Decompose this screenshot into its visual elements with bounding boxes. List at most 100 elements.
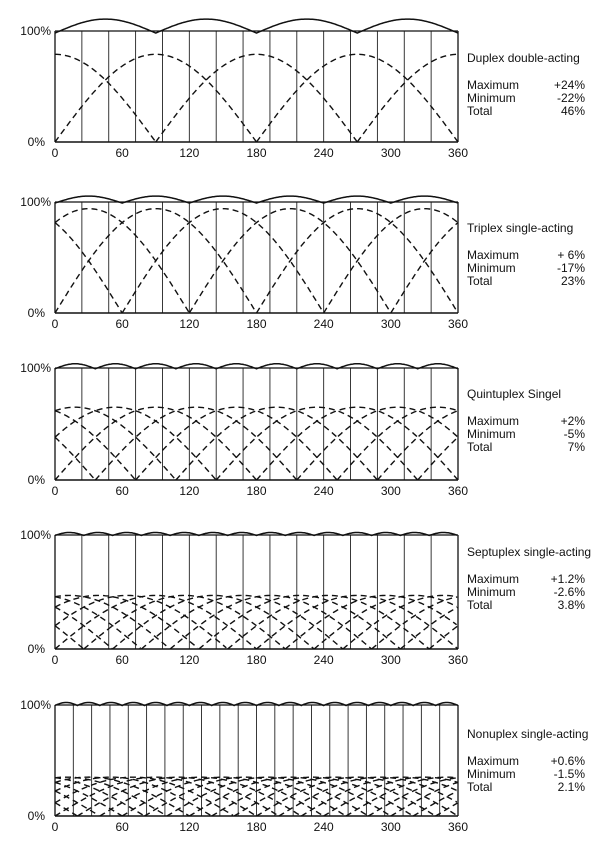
chart-title-block-1: Duplex double-acting Maximum +24% Minimum -2…: [467, 52, 597, 118]
x-tick-label: 60: [115, 146, 129, 160]
stat-label: Minimum: [467, 91, 516, 105]
x-tick-label: 180: [246, 146, 266, 160]
x-tick-label: 360: [448, 317, 468, 331]
stat-label: Maximum: [467, 754, 520, 768]
x-tick-label: 360: [448, 653, 468, 667]
cylinder-flow-8: [54, 776, 458, 817]
stat-row-total: Total 46%: [467, 105, 585, 118]
cylinder-flow-9: [54, 776, 458, 817]
x-tick-label: 300: [381, 317, 401, 331]
stat-row-total: Total 23%: [467, 275, 585, 288]
cylinder-flow-5: [54, 406, 459, 481]
stat-row-total: Total 2.1%: [467, 781, 585, 794]
stat-value: 7%: [567, 440, 585, 454]
stat-row-minimum: Minimum -2.6%: [467, 586, 585, 599]
y-tick-label: 100%: [20, 195, 51, 209]
cylinder-flow-1: [54, 776, 459, 817]
x-tick-label: 360: [448, 820, 468, 834]
x-tick-label: 120: [179, 820, 199, 834]
cylinder-flow-5: [54, 776, 458, 817]
stat-value: 3.8%: [557, 598, 585, 612]
chart-panel-1: 100% 0% 0 60 120 180 240 300 360: [20, 18, 468, 160]
x-tick-label: 0: [52, 653, 59, 667]
cylinder-flow-6: [54, 776, 458, 817]
chart-panel-3: 100% 0% 0 60 120 180 240 300 360: [20, 361, 468, 498]
x-tick-label: 180: [246, 820, 266, 834]
stat-row-minimum: Minimum -1.5%: [467, 768, 585, 781]
y-tick-label: 100%: [20, 528, 51, 542]
x-tick-label: 180: [246, 484, 266, 498]
x-tick-label: 240: [314, 653, 334, 667]
stat-value: + 6%: [557, 248, 585, 262]
y-tick-label: 100%: [20, 24, 51, 38]
stat-row-maximum: Maximum +24%: [467, 79, 585, 92]
cylinder-flow-1: [54, 53, 459, 143]
x-tick-label: 60: [115, 653, 129, 667]
cylinder-flow-2: [54, 776, 458, 817]
chart-title: Septuplex single-acting: [467, 545, 592, 559]
cylinder-flow-7: [54, 594, 458, 650]
stat-label: Maximum: [467, 248, 520, 262]
y-tick-label: 0%: [28, 306, 46, 320]
cylinder-flow-3: [54, 406, 459, 481]
stat-value: -22%: [556, 91, 585, 105]
x-tick-label: 0: [52, 317, 59, 331]
stat-label: Minimum: [467, 261, 516, 275]
x-tick-label: 60: [115, 484, 129, 498]
chart-title-block-5: Nonuplex single-acting Maximum +0.6% Minimu…: [467, 728, 597, 794]
x-tick-label: 180: [246, 653, 266, 667]
x-tick-label: 120: [179, 317, 199, 331]
x-tick-label: 60: [115, 820, 129, 834]
cylinder-flow-2: [54, 594, 458, 650]
stat-value: 23%: [560, 274, 585, 288]
cylinder-flow-2: [54, 406, 459, 481]
stat-row-maximum: Maximum +1.2%: [467, 573, 585, 586]
stat-label: Minimum: [467, 427, 516, 441]
stat-row-total: Total 7%: [467, 441, 585, 454]
total-flow-curve: [54, 195, 459, 204]
stat-value: -1.5%: [553, 767, 585, 781]
stat-label: Total: [467, 440, 493, 454]
x-tick-label: 0: [52, 484, 59, 498]
x-tick-label: 0: [52, 820, 59, 834]
chart-title: Duplex double-acting: [467, 51, 580, 65]
stat-label: Maximum: [467, 414, 520, 428]
y-tick-label: 0%: [28, 473, 46, 487]
x-tick-label: 300: [381, 146, 401, 160]
chart-title-block-2: Triplex single-acting Maximum + 6% Minimum -…: [467, 222, 597, 288]
x-tick-label: 240: [314, 317, 334, 331]
stat-label: Maximum: [467, 78, 520, 92]
cylinder-flow-1: [54, 406, 459, 481]
stat-row-maximum: Maximum +0.6%: [467, 755, 585, 768]
cylinder-flow-5: [54, 594, 458, 650]
chart-title: Quintuplex Singel: [467, 387, 562, 401]
stat-row-minimum: Minimum -5%: [467, 428, 585, 441]
x-tick-label: 360: [448, 484, 468, 498]
stat-label: Minimum: [467, 767, 516, 781]
y-tick-label: 0%: [28, 809, 46, 823]
stat-value: -2.6%: [553, 585, 585, 599]
stat-row-maximum: Maximum +2%: [467, 415, 585, 428]
cylinder-flow-4: [54, 406, 459, 481]
x-tick-label: 240: [314, 820, 334, 834]
x-tick-label: 120: [179, 653, 199, 667]
cylinder-flow-3: [54, 594, 458, 650]
stat-value: -5%: [563, 427, 585, 441]
x-tick-label: 60: [115, 317, 129, 331]
stat-value: 2.1%: [557, 780, 585, 794]
stat-label: Total: [467, 274, 493, 288]
x-tick-label: 240: [314, 146, 334, 160]
total-flow-curve: [54, 531, 458, 537]
cylinder-flow-3: [54, 208, 459, 314]
chart-panel-5: 100% 0% 0 60 120 180 240 300 360: [20, 698, 468, 834]
chart-panel-4: 100% 0% 0 60 120 180 240 300 360: [20, 528, 468, 667]
x-tick-label: 300: [381, 820, 401, 834]
cylinder-flow-2: [55, 53, 458, 143]
x-tick-label: 180: [246, 317, 266, 331]
x-tick-label: 300: [381, 484, 401, 498]
total-flow-curve: [54, 701, 459, 707]
stat-value: +0.6%: [550, 754, 585, 768]
chart-title-block-3: Quintuplex Singel Maximum +2% Minimum -5% Tot…: [467, 388, 597, 454]
y-tick-label: 100%: [20, 698, 51, 712]
